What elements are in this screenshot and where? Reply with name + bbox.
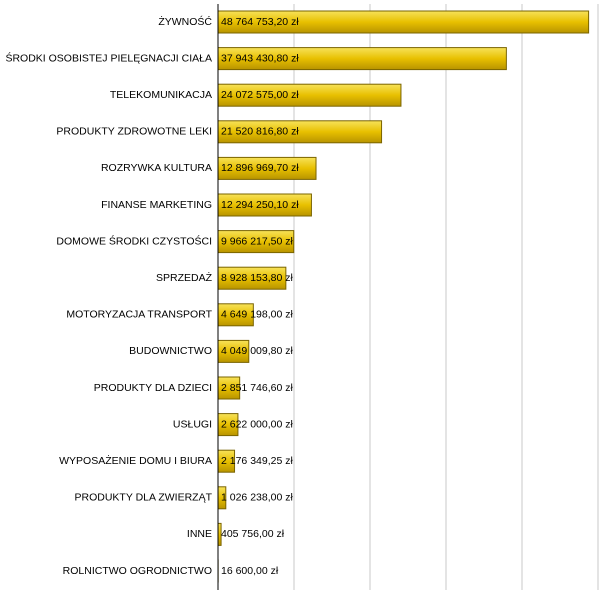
value-label: 4 649 198,00 zł (221, 309, 293, 321)
category-label: ŚRODKI OSOBISTEJ PIELĘGNACJI CIAŁA (5, 51, 212, 64)
value-label: 405 756,00 zł (221, 528, 285, 540)
category-label: WYPOSAŻENIE DOMU I BIURA (59, 454, 212, 467)
value-label: 2 622 000,00 zł (221, 418, 293, 430)
value-label: 37 943 430,80 zł (221, 52, 299, 64)
category-label: SPRZEDAŻ (156, 271, 213, 284)
category-label: ROLNICTWO OGRODNICTWO (63, 565, 212, 577)
value-label: 48 764 753,20 zł (221, 16, 299, 28)
value-label: 2 176 349,25 zł (221, 455, 293, 467)
value-label: 12 294 250,10 zł (221, 199, 299, 211)
category-label: ROZRYWKA KULTURA (101, 162, 212, 174)
value-label: 8 928 153,80 zł (221, 272, 293, 284)
category-label: FINANSE MARKETING (101, 199, 212, 211)
value-label: 24 072 575,00 zł (221, 89, 299, 101)
category-label: PRODUKTY DLA DZIECI (94, 382, 212, 394)
value-label: 1 026 238,00 zł (221, 492, 293, 504)
category-label: ŻYWNOŚĆ (158, 15, 212, 28)
category-label: MOTORYZACJA TRANSPORT (66, 309, 212, 321)
value-label: 4 049 009,80 zł (221, 345, 293, 357)
category-label: TELEKOMUNIKACJA (110, 89, 212, 101)
category-label: INNE (187, 528, 212, 540)
value-label: 2 851 746,60 zł (221, 382, 293, 394)
category-label: BUDOWNICTWO (129, 345, 212, 357)
value-label: 21 520 816,80 zł (221, 126, 299, 138)
category-label: PRODUKTY ZDROWOTNE LEKI (56, 126, 212, 138)
category-label: USŁUGI (173, 418, 212, 430)
value-label: 9 966 217,50 zł (221, 235, 293, 247)
value-label: 12 896 969,70 zł (221, 162, 299, 174)
value-label: 16 600,00 zł (221, 565, 279, 577)
category-label: PRODUKTY DLA ZWIERZĄT (75, 492, 213, 504)
category-label: DOMOWE ŚRODKI CZYSTOŚCI (56, 234, 212, 247)
